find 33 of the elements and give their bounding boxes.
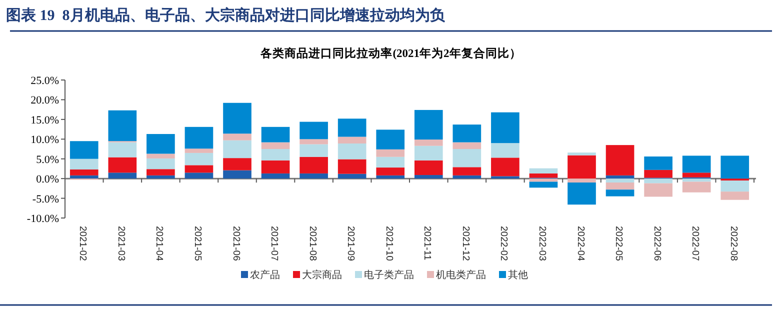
x-tick-label: 2022-07 bbox=[690, 226, 701, 261]
x-tick-label: 2021-10 bbox=[383, 226, 394, 261]
x-tick-label: 2022-08 bbox=[728, 226, 739, 261]
x-tick-label: 2022-04 bbox=[574, 226, 586, 261]
legend-label: 大宗商品 bbox=[302, 269, 342, 281]
legend-label: 电子类产品 bbox=[364, 269, 414, 281]
y-tick-label: 10.0% bbox=[30, 134, 59, 146]
x-tick-label: 2021-02 bbox=[77, 226, 88, 261]
x-tick-label: 2021-03 bbox=[115, 226, 126, 261]
y-tick-label: -10.0% bbox=[26, 213, 59, 225]
x-tick-label: 2021-07 bbox=[268, 226, 280, 261]
y-tick-label: 25.0% bbox=[30, 75, 59, 87]
chart-subtitle: 各类商品进口同比拉动率(2021年为2年复合同比） bbox=[260, 46, 522, 60]
y-tick-label: 0.0% bbox=[36, 174, 59, 186]
x-tick-label: 2021-06 bbox=[230, 226, 242, 261]
y-tick-label: 20.0% bbox=[30, 94, 59, 107]
legend-label: 其他 bbox=[508, 269, 528, 281]
x-tick-label: 2022-03 bbox=[536, 226, 548, 261]
y-tick-label: -5.0% bbox=[32, 193, 59, 206]
x-tick-label: 2021-04 bbox=[154, 226, 165, 261]
legend-label: 机电类产品 bbox=[436, 269, 486, 281]
x-tick-label: 2021-08 bbox=[306, 226, 318, 261]
x-tick-label: 2021-11 bbox=[422, 226, 433, 260]
x-tick-label: 2022-02 bbox=[498, 226, 510, 261]
x-tick-label: 2021-05 bbox=[192, 226, 203, 261]
legend-label: 农产品 bbox=[250, 269, 280, 281]
x-tick-label: 2021-09 bbox=[345, 226, 356, 261]
x-tick-label: 2022-05 bbox=[613, 226, 624, 261]
x-tick-label: 2022-06 bbox=[651, 226, 662, 261]
y-tick-label: 5.0% bbox=[36, 154, 59, 166]
y-tick-label: 15.0% bbox=[30, 114, 59, 126]
chart-title: 图表 19 8月机电品、电子品、大宗商品对进口同比增速拉动均为负 bbox=[6, 6, 446, 24]
x-tick-label: 2021-12 bbox=[460, 226, 471, 261]
